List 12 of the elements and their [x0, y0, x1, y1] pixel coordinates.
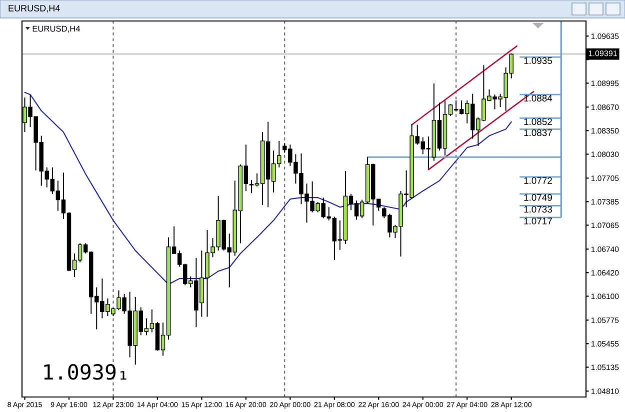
ref-line-label: 1.09391 [588, 50, 617, 56]
annotation: 1.0939₁ [44, 364, 126, 380]
ref-line-label: 1.0935 [524, 57, 552, 64]
ref-line-label: 1.0717 [524, 218, 552, 224]
chart-title: EURUSD,H4 [8, 5, 60, 12]
chart-subtitle: EURUSD,H4 [32, 26, 80, 33]
ref-line-label: 1.0884 [524, 94, 552, 102]
ref-line-label: 1.0852 [524, 118, 552, 126]
ref-line-label: 1.0749 [524, 194, 552, 201]
ref-line-label: 1.0772 [524, 177, 552, 184]
ref-line-label: 1.0733 [524, 206, 552, 213]
ref-line-label: 1.0837 [524, 129, 552, 136]
